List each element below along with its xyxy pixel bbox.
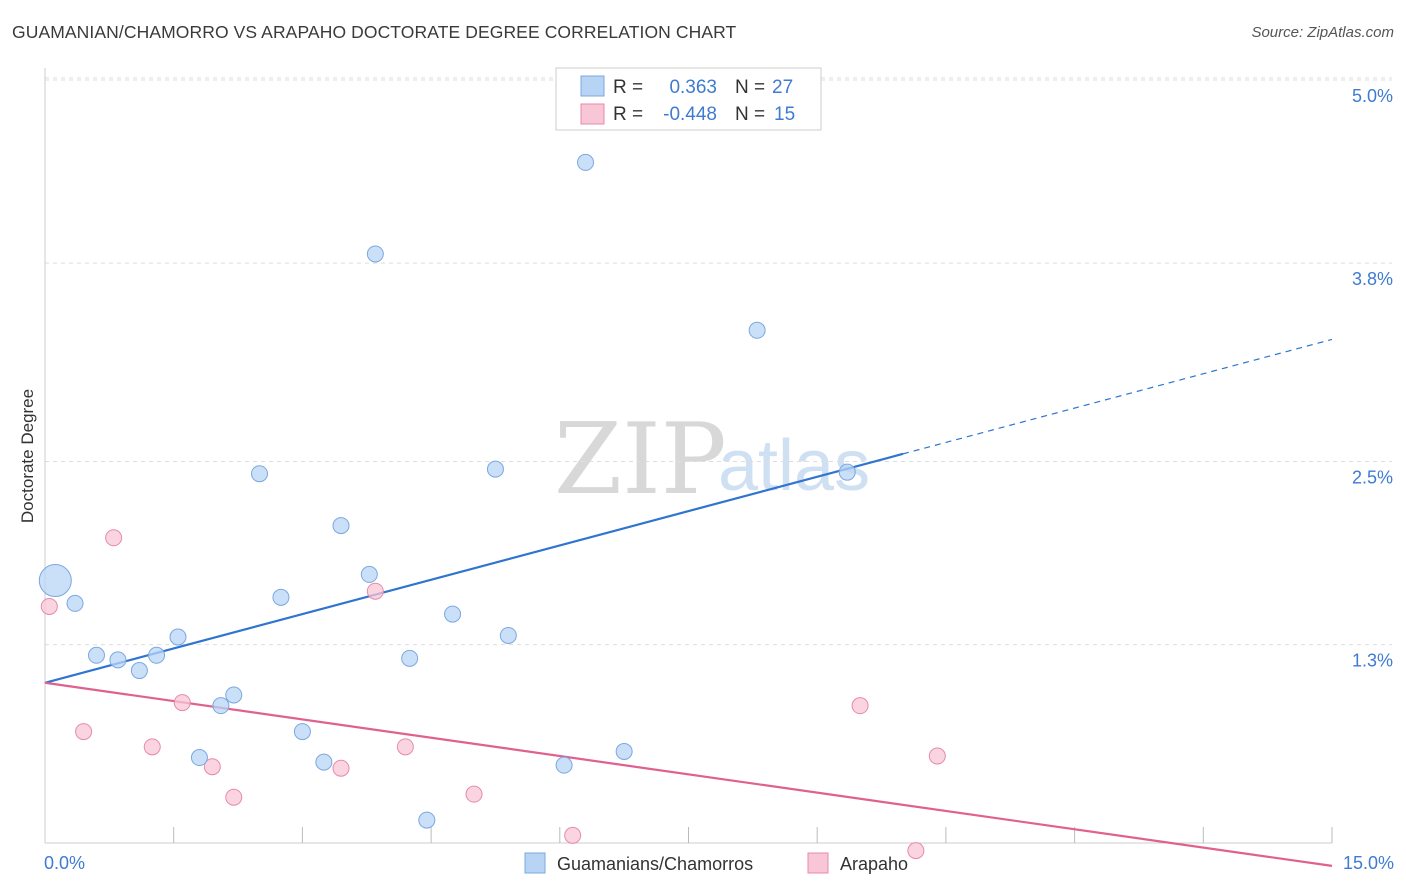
grid-lines xyxy=(45,77,1392,646)
legend-r-label-blue: R = xyxy=(613,77,643,98)
trend-lines xyxy=(44,338,1333,867)
data-point-guamanian xyxy=(87,646,105,664)
data-point-guamanian xyxy=(615,742,633,760)
data-point-guamanian xyxy=(190,749,208,767)
data-point-guamanian xyxy=(418,811,436,829)
data-point-guamanian xyxy=(555,756,573,774)
data-point-arapaho xyxy=(143,738,161,756)
trend-line-pink xyxy=(44,681,1333,867)
data-point-guamanian xyxy=(212,697,230,715)
data-point-guamanian xyxy=(577,153,595,171)
data-point-guamanian xyxy=(251,465,268,483)
y-tick-label: 3.8% xyxy=(1352,269,1393,289)
data-point-arapaho xyxy=(203,758,221,776)
data-point-guamanian xyxy=(169,628,187,646)
data-point-guamanian xyxy=(272,588,290,606)
legend-n-label-blue: N = xyxy=(735,77,765,98)
data-point-arapaho xyxy=(366,582,384,600)
data-point-guamanian xyxy=(499,626,517,644)
chart-title: GUAMANIAN/CHAMORRO VS ARAPAHO DOCTORATE … xyxy=(12,22,737,42)
data-point-guamanian xyxy=(401,649,419,667)
data-point-guamanian xyxy=(130,662,148,680)
x-tick-label-max: 15.0% xyxy=(1343,853,1394,873)
data-point-arapaho xyxy=(907,842,925,860)
legend-n-label-pink: N = xyxy=(735,104,765,125)
legend-r-value-blue: 0.363 xyxy=(669,77,717,98)
bottom-legend: Guamanians/Chamorros Arapaho xyxy=(524,852,908,874)
data-point-guamanian xyxy=(66,594,84,612)
bottom-legend-swatch-pink xyxy=(807,852,829,874)
x-tick-marks xyxy=(173,827,1333,843)
y-tick-label: 5.0% xyxy=(1352,86,1393,106)
data-point-arapaho xyxy=(75,723,93,741)
data-point-guamanian xyxy=(366,245,384,263)
legend-r-value-pink: -0.448 xyxy=(663,104,717,125)
legend-swatch-blue xyxy=(580,75,605,97)
data-point-arapaho xyxy=(225,788,243,806)
trend-line-blue xyxy=(44,452,904,684)
bottom-legend-label-blue: Guamanians/Chamorros xyxy=(557,854,753,874)
y-axis-label: Doctorate Degree xyxy=(18,389,37,523)
data-point-guamanian xyxy=(225,686,243,704)
data-point-guamanian xyxy=(332,517,350,535)
y-tick-labels: 1.3% 2.5% 3.8% 5.0% xyxy=(1352,86,1393,671)
legend-n-value-blue: 27 xyxy=(772,77,793,98)
legend-swatch-pink xyxy=(580,103,605,125)
y-tick-label: 2.5% xyxy=(1352,468,1393,488)
legend-box: R = 0.363 N = 27 R = -0.448 N = 15 xyxy=(555,67,822,131)
data-point-guamanian xyxy=(148,646,166,664)
data-point-arapaho xyxy=(851,697,869,715)
data-point-guamanian xyxy=(360,565,378,583)
data-point-arapaho xyxy=(173,694,191,712)
y-tick-label: 1.3% xyxy=(1352,651,1393,671)
bottom-legend-label-pink: Arapaho xyxy=(840,854,908,874)
x-tick-label-min: 0.0% xyxy=(44,853,85,873)
source-label: Source: ZipAtlas.com xyxy=(1251,24,1394,41)
data-point-guamanian xyxy=(38,564,72,598)
legend-r-label-pink: R = xyxy=(613,104,643,125)
data-point-arapaho xyxy=(40,597,58,615)
data-point-guamanian xyxy=(838,463,856,481)
legend-n-value-pink: 15 xyxy=(774,104,795,125)
series-guamanian-points xyxy=(38,153,856,829)
data-point-arapaho xyxy=(564,826,582,844)
trend-line-blue-extrapolated xyxy=(902,338,1333,455)
data-point-arapaho xyxy=(332,759,350,777)
bottom-legend-swatch-blue xyxy=(524,852,546,874)
data-point-guamanian xyxy=(748,321,766,339)
data-point-arapaho xyxy=(465,785,483,803)
data-point-guamanian xyxy=(444,605,462,623)
data-point-guamanian xyxy=(315,753,333,771)
watermark-zip: ZIP xyxy=(554,403,727,517)
data-point-guamanian xyxy=(293,723,311,741)
data-point-arapaho xyxy=(105,529,123,547)
series-arapaho-points xyxy=(40,529,946,860)
data-point-arapaho xyxy=(396,738,414,756)
data-point-arapaho xyxy=(928,747,946,765)
data-point-guamanian xyxy=(109,651,127,669)
data-point-guamanian xyxy=(486,460,504,478)
